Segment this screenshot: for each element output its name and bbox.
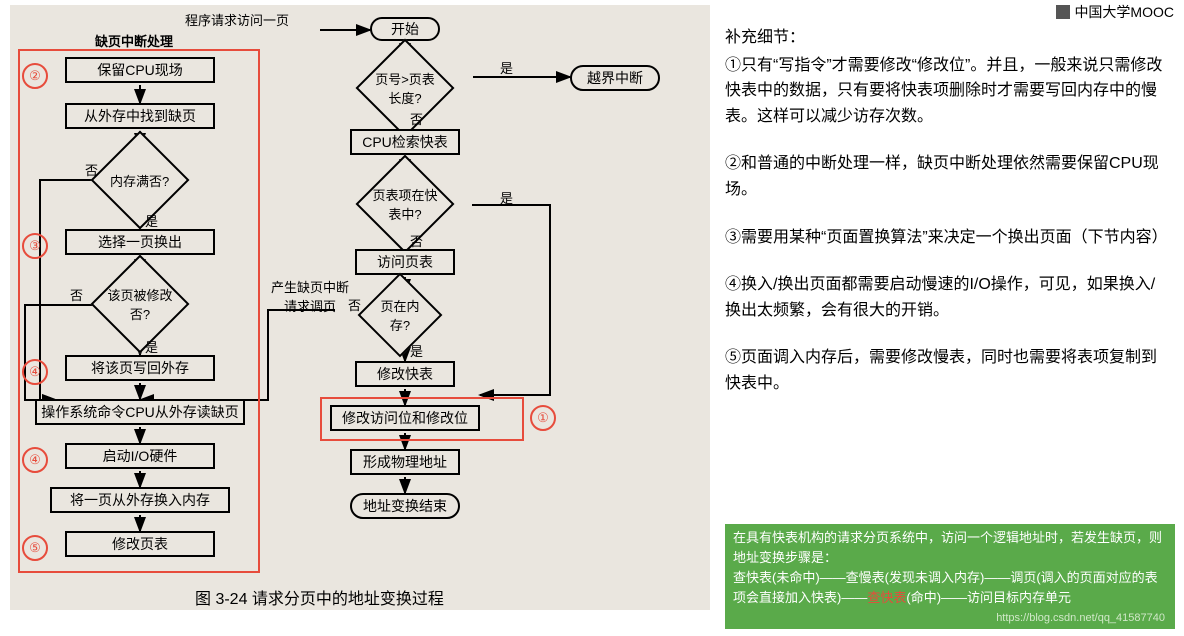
note-4: ④换入/换出页面都需要启动慢速的I/O操作，可见，如果换入/换出太频繁，会有很大… (725, 272, 1170, 323)
top-label: 程序请求访问一页 (185, 10, 289, 29)
note-2: ②和普通的中断处理一样，缺页中断处理依然需要保留CPU现场。 (725, 151, 1170, 202)
decision-page-modified: 该页被修改否? (91, 255, 190, 354)
summary-box: 在具有快表机构的请求分页系统中，访问一个逻辑地址时，若发生缺页，则地址变换步骤是… (725, 524, 1175, 629)
left-section-title: 缺页中断处理 (95, 31, 173, 50)
flowchart-panel: 程序请求访问一页 缺页中断处理 开始 页号>页表长度? 是 否 越界中断 CPU… (10, 5, 710, 610)
decision-in-mem: 页在内存? (358, 273, 443, 358)
marker-5: ⑤ (22, 535, 48, 561)
start-node: 开始 (370, 17, 440, 41)
marker-4a: ④ (22, 359, 48, 385)
write-back-external: 将该页写回外存 (65, 355, 215, 381)
notes-title: 补充细节： (725, 25, 1170, 51)
start-io-hardware: 启动I/O硬件 (65, 443, 215, 469)
os-read-from-external: 操作系统命令CPU从外存读缺页 (35, 399, 245, 425)
decision-in-tlb: 页表项在快表中? (356, 155, 455, 254)
note-1: ①只有“写指令”才需要修改“修改位”。并且，一般来说只需修改快表中的数据，只有要… (725, 53, 1170, 130)
modify-bits: 修改访问位和修改位 (330, 405, 480, 431)
decision-page-len: 页号>页表长度? (356, 39, 455, 138)
figure-caption: 图 3-24 请求分页中的地址变换过程 (195, 585, 444, 609)
swap-page-in: 将一页从外存换入内存 (50, 487, 230, 513)
modify-tlb: 修改快表 (355, 361, 455, 387)
side-note: 产生缺页中断请求调页 (270, 277, 350, 315)
marker-1: ① (530, 405, 556, 431)
watermark: https://blog.csdn.net/qq_41587740 (996, 610, 1165, 627)
marker-3: ③ (22, 233, 48, 259)
save-cpu-context: 保留CPU现场 (65, 57, 215, 83)
marker-4b: ④ (22, 447, 48, 473)
decision-mem-full: 内存满否? (91, 131, 190, 230)
find-in-external: 从外存中找到缺页 (65, 103, 215, 129)
notes-panel: 补充细节： ①只有“写指令”才需要修改“修改位”。并且，一般来说只需修改快表中的… (725, 25, 1170, 419)
modify-page-table: 修改页表 (65, 531, 215, 557)
note-5: ⑤页面调入内存后，需要修改慢表，同时也需要将表项复制到快表中。 (725, 345, 1170, 396)
visit-page-table: 访问页表 (355, 249, 455, 275)
overflow-interrupt: 越界中断 (570, 65, 660, 91)
note-3: ③需要用某种“页面置换算法”来决定一个换出页面（下节内容） (725, 225, 1170, 251)
mooc-brand: 中国大学MOOC (1056, 2, 1174, 22)
select-page-out: 选择一页换出 (65, 229, 215, 255)
marker-2: ② (22, 63, 48, 89)
form-address: 形成物理地址 (350, 449, 460, 475)
end-node: 地址变换结束 (350, 493, 460, 519)
cpu-search-tlb: CPU检索快表 (350, 129, 460, 155)
